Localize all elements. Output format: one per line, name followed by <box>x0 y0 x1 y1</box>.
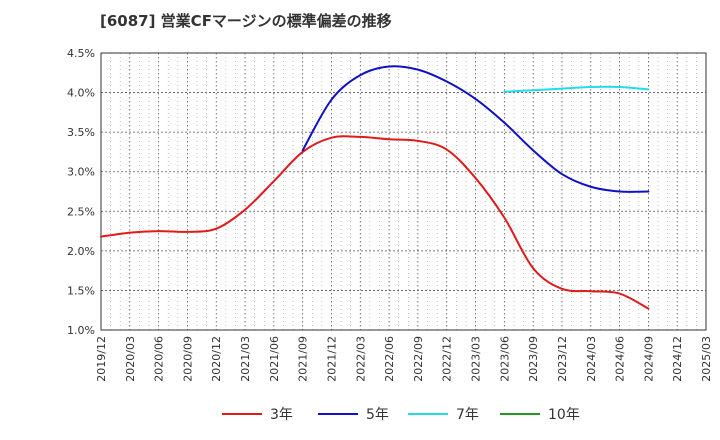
y-tick-label: 4.0% <box>67 87 95 100</box>
legend-label-5y: 5年 <box>366 407 389 423</box>
x-tick-label: 2020/09 <box>181 336 194 382</box>
x-tick-label: 2022/12 <box>441 336 454 382</box>
legend-label-7y: 7年 <box>456 407 479 423</box>
x-tick-label: 2024/03 <box>585 336 598 382</box>
chart-legend: 3年 5年 7年 10年 <box>0 404 720 428</box>
series-line-0 <box>100 135 650 310</box>
x-tick-label: 2023/06 <box>498 336 511 382</box>
plot-area <box>101 53 706 330</box>
legend-swatch-7y <box>408 413 448 415</box>
legend-item-10y: 10年 <box>500 404 580 424</box>
x-tick-label: 2022/06 <box>383 336 396 382</box>
x-tick-label: 2022/03 <box>354 336 367 382</box>
y-tick-label: 1.0% <box>67 324 95 337</box>
legend-swatch-5y <box>318 413 358 415</box>
y-tick-label: 2.5% <box>67 205 95 218</box>
series-line-2 <box>503 85 650 93</box>
x-tick-label: 2024/06 <box>614 336 627 382</box>
x-tick-label: 2020/12 <box>210 336 223 382</box>
x-tick-label: 2023/09 <box>527 336 540 382</box>
x-tick-label: 2019/12 <box>95 336 108 382</box>
x-tick-label: 2021/03 <box>239 336 252 382</box>
chart-title: [6087] 営業CFマージンの標準偏差の推移 <box>100 12 392 30</box>
y-tick-label: 3.0% <box>67 166 95 179</box>
y-tick-label: 4.5% <box>67 47 95 60</box>
x-tick-label: 2021/09 <box>297 336 310 382</box>
legend-swatch-3y <box>222 413 262 415</box>
y-tick-label: 2.0% <box>67 245 95 258</box>
legend-label-3y: 3年 <box>270 407 293 423</box>
y-tick-label: 1.5% <box>67 284 95 297</box>
x-tick-label: 2024/09 <box>642 336 655 382</box>
legend-item-3y: 3年 <box>222 404 293 424</box>
legend-label-10y: 10年 <box>548 407 580 423</box>
y-tick-label: 3.5% <box>67 126 95 139</box>
x-tick-label: 2021/12 <box>325 336 338 382</box>
x-tick-label: 2020/03 <box>124 336 137 382</box>
x-tick-label: 2021/06 <box>268 336 281 382</box>
x-tick-label: 2024/12 <box>671 336 684 382</box>
x-tick-label: 2023/12 <box>556 336 569 382</box>
legend-item-7y: 7年 <box>408 404 479 424</box>
x-tick-label: 2022/09 <box>412 336 425 382</box>
legend-item-5y: 5年 <box>318 404 389 424</box>
plot-border <box>100 52 707 331</box>
legend-swatch-10y <box>500 413 540 415</box>
x-tick-label: 2025/03 <box>700 336 713 382</box>
x-tick-label: 2023/03 <box>470 336 483 382</box>
x-tick-label: 2020/06 <box>153 336 166 382</box>
